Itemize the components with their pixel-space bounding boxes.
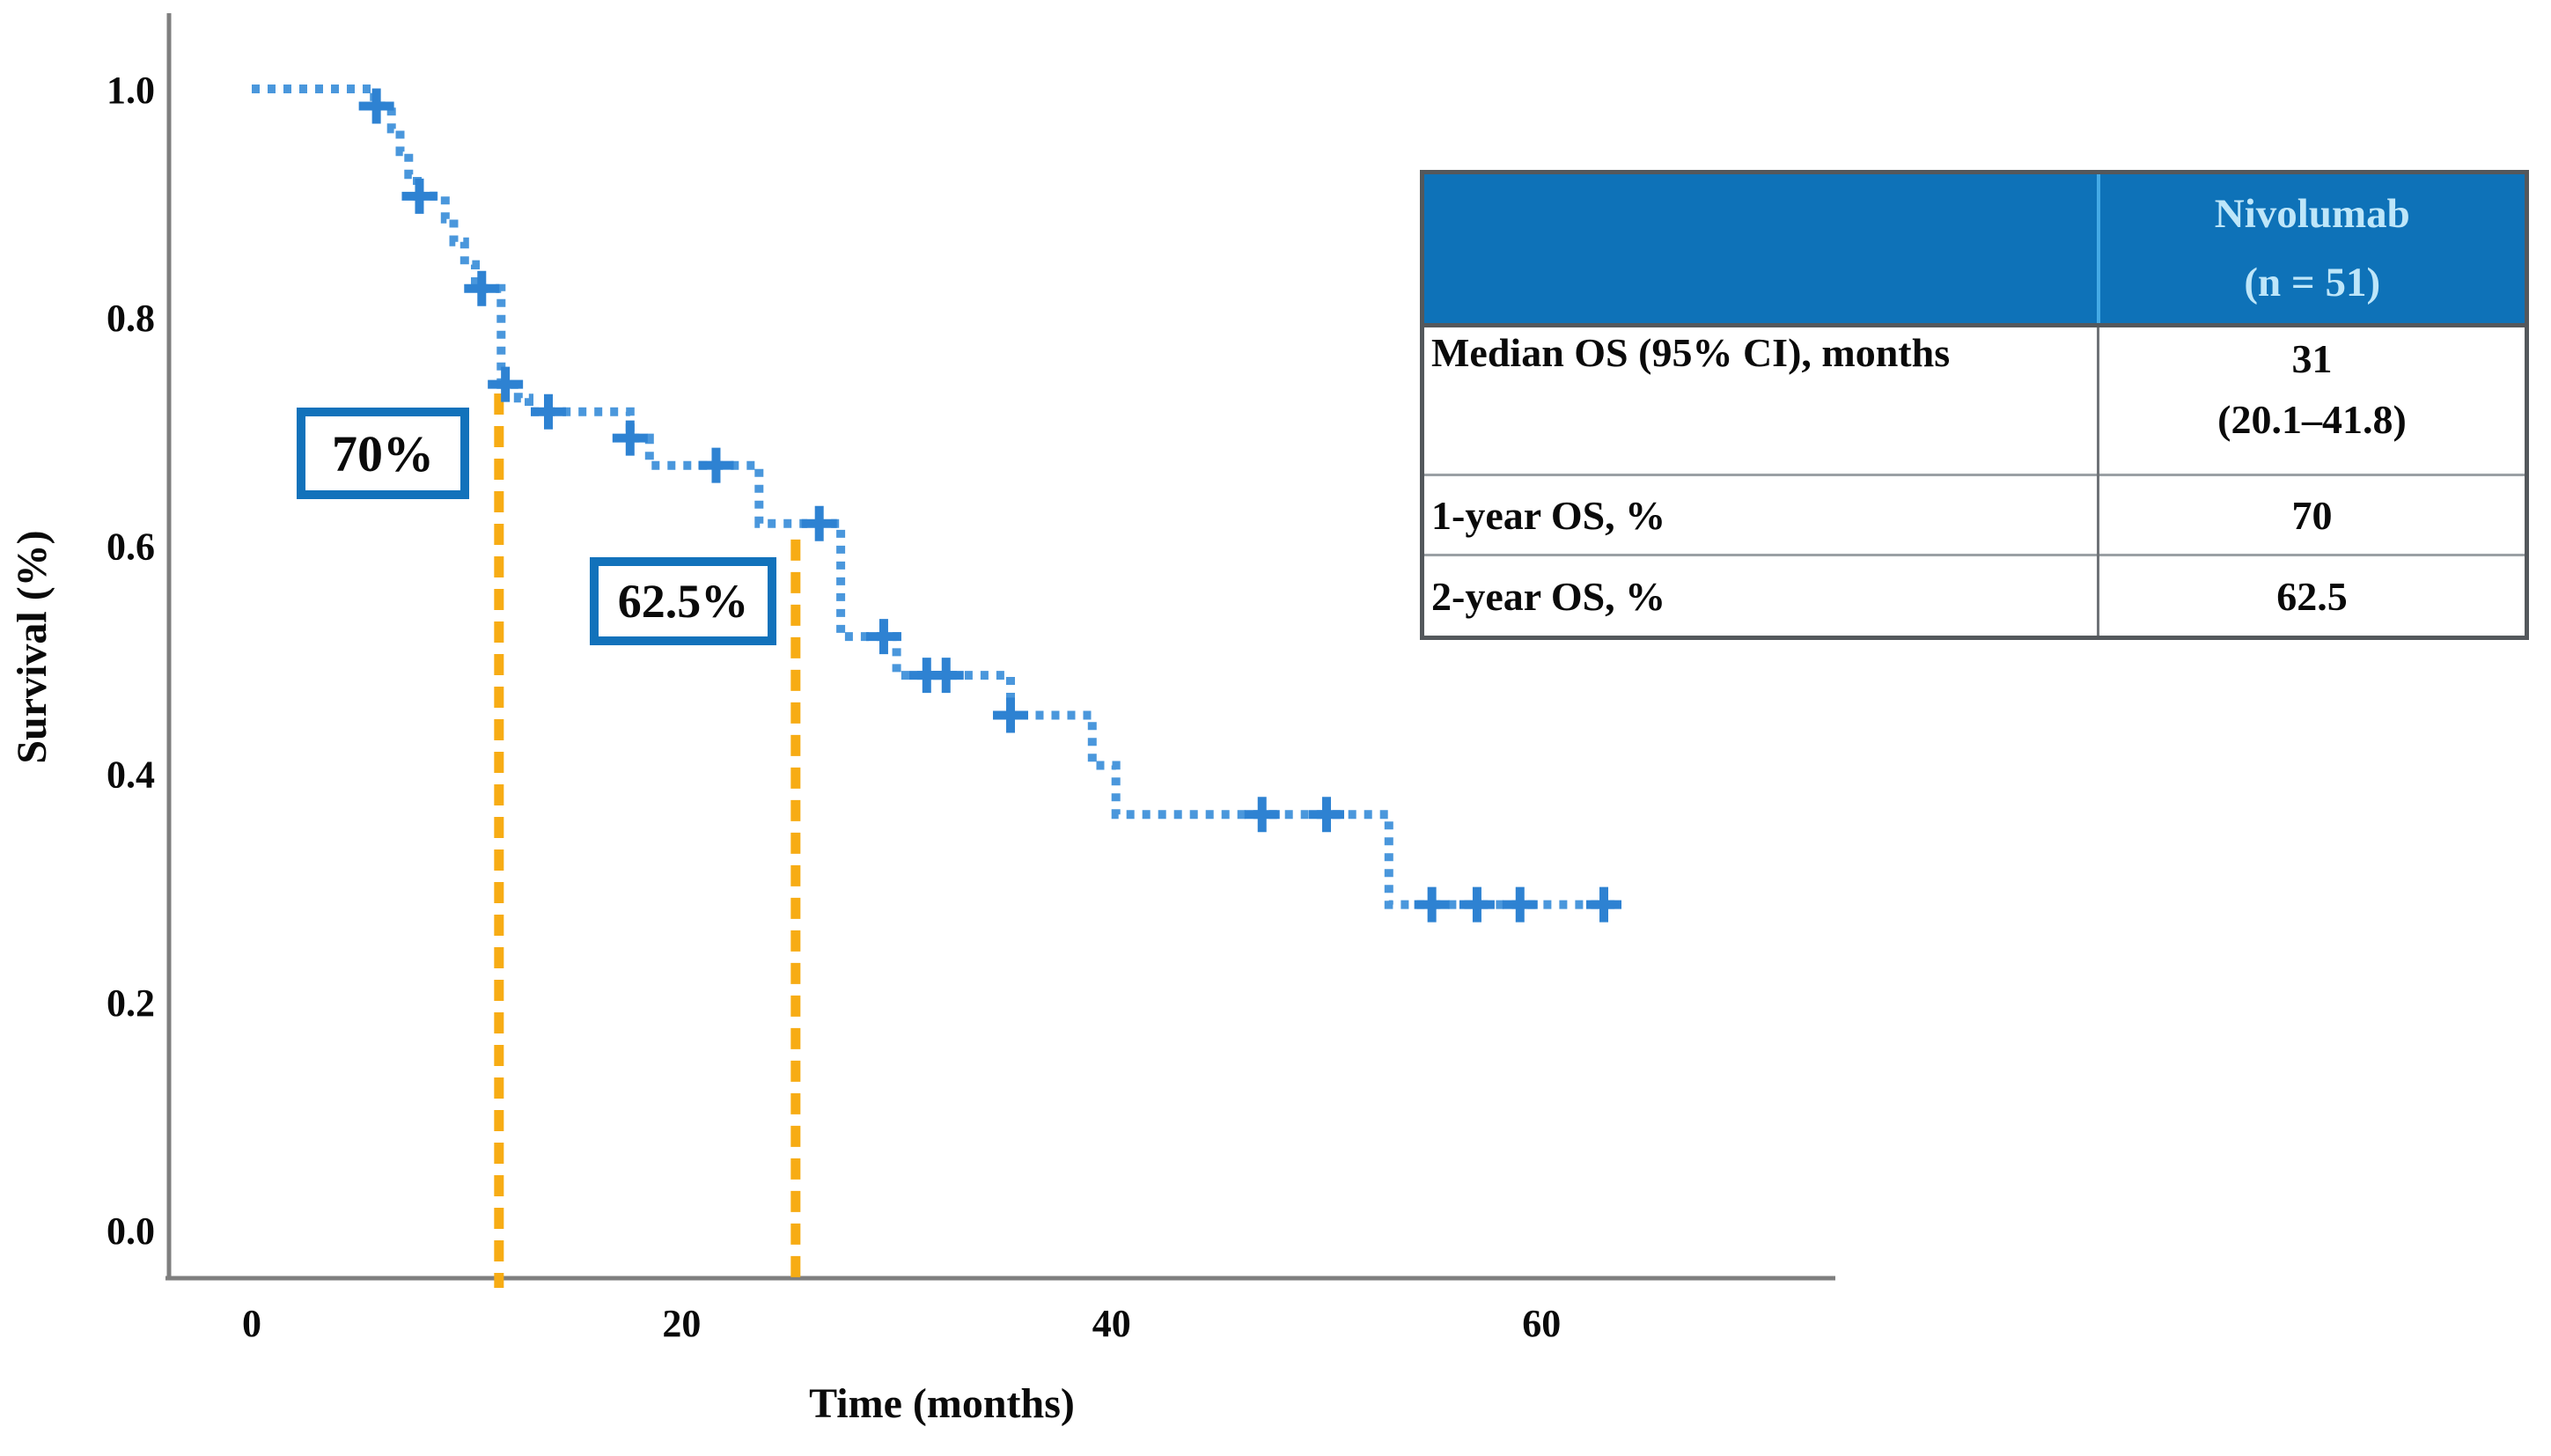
y-tick-label: 0.4 (107, 754, 155, 797)
axes-layer (165, 13, 1835, 1281)
y-tick-label: 1.0 (107, 69, 155, 112)
header-drug-name: Nivolumab (2214, 190, 2410, 237)
annotation-2yr-os-label: 62.5% (617, 575, 749, 628)
os-summary-table: Nivolumab (n = 51) Median OS (95% CI), m… (1420, 170, 2529, 640)
y-tick-label: 0.2 (107, 982, 155, 1025)
censor-marks-layer (358, 88, 1622, 923)
annotation-1yr-os-box: 70% (297, 408, 469, 499)
km-curve (252, 85, 1615, 909)
median-os-label: Median OS (95% CI), months (1422, 324, 2099, 475)
median-os-value: 31 (20.1–41.8) (2097, 324, 2527, 475)
x-tick-label: 0 (242, 1302, 261, 1345)
table-row-1yr-os: 1-year OS, % 70 (1422, 474, 2527, 555)
km-curve-layer (252, 85, 1615, 909)
table-row-median-os: Median OS (95% CI), months 31 (20.1–41.8… (1422, 324, 2527, 475)
reference-lines-layer (494, 393, 801, 1288)
1yr-os-value: 70 (2097, 474, 2527, 555)
header-nivolumab-cell: Nivolumab (n = 51) (2096, 172, 2527, 327)
x-tick-label: 40 (1092, 1302, 1131, 1345)
table-row-2yr-os: 2-year OS, % 62.5 (1422, 554, 2527, 638)
header-empty-cell (1422, 172, 2099, 327)
median-os-value-line2: (20.1–41.8) (2217, 397, 2407, 442)
x-axis-title: Time (months) (809, 1380, 1075, 1427)
tick-labels-layer: 1.0 0.8 0.6 0.4 0.2 0.0 0 20 40 60 (107, 69, 1561, 1345)
y-tick-label: 0.0 (107, 1210, 155, 1253)
table-header-row: Nivolumab (n = 51) (1422, 172, 2527, 327)
2yr-os-value: 62.5 (2097, 554, 2527, 638)
y-axis-title: Survival (%) (9, 530, 55, 763)
2yr-os-label: 2-year OS, % (1422, 554, 2099, 638)
y-tick-label: 0.6 (107, 525, 155, 568)
y-tick-label: 0.8 (107, 297, 155, 340)
annotation-2yr-os-box: 62.5% (590, 557, 776, 645)
header-sample-size: (n = 51) (2244, 259, 2381, 305)
1yr-os-label: 1-year OS, % (1422, 474, 2099, 555)
x-tick-label: 20 (662, 1302, 701, 1345)
x-tick-label: 60 (1522, 1302, 1561, 1345)
annotation-1yr-os-label: 70% (332, 424, 434, 482)
median-os-value-line1: 31 (2291, 336, 2333, 381)
